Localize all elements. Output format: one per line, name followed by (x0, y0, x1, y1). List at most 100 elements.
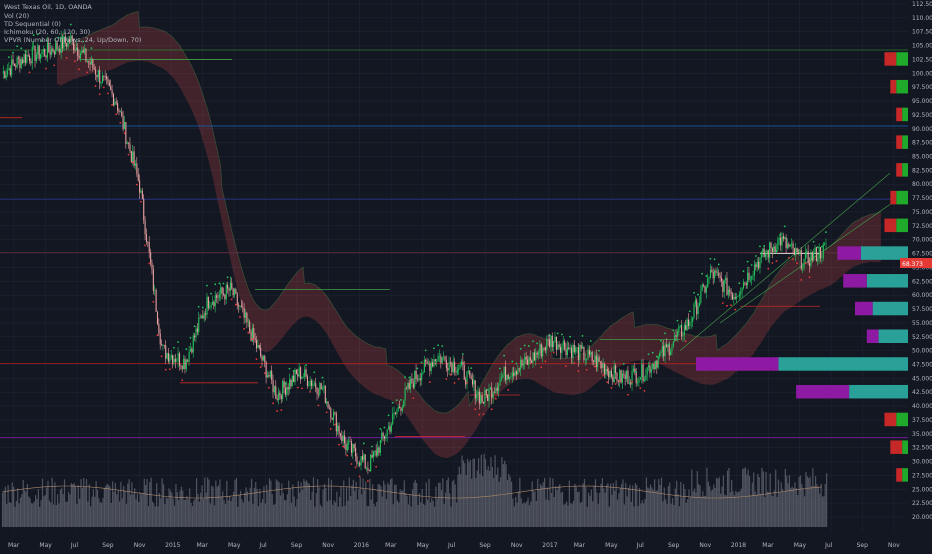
volume-bar (526, 501, 528, 527)
volume-bar (140, 494, 143, 527)
volume-bars (1, 453, 828, 527)
td-mark (511, 360, 514, 363)
volume-bar (688, 489, 690, 527)
volume-bar (162, 484, 165, 527)
candle-body (128, 142, 130, 144)
candle-body (667, 344, 669, 347)
volume-bar (231, 497, 233, 527)
td-mark (98, 93, 101, 96)
td-mark (523, 344, 526, 347)
volume-bar (263, 486, 265, 527)
time-tick-label: May (228, 542, 241, 549)
volume-bar (62, 494, 64, 527)
candle-body (247, 321, 249, 323)
volume-bar (621, 483, 623, 527)
candle-body (610, 370, 613, 377)
volume-bar (482, 476, 484, 527)
candle-body (97, 70, 99, 78)
candle-body (355, 448, 357, 457)
candle-body (474, 380, 476, 399)
volume-bar (292, 484, 294, 527)
volume-bar (691, 469, 693, 527)
td-mark (499, 367, 501, 370)
candle-body (591, 352, 593, 361)
price-tick-label: 85.000 (912, 154, 932, 161)
volume-bar (813, 485, 815, 527)
vpvr-up-bar (778, 357, 908, 371)
candle-body (631, 371, 633, 385)
volume-bar (147, 505, 150, 527)
volume-bar (666, 503, 668, 527)
volume-bar (623, 504, 625, 527)
candle-body (502, 375, 504, 378)
candle-body (470, 375, 472, 380)
td-mark (24, 50, 27, 53)
volume-bar (15, 500, 17, 527)
td-mark (684, 340, 687, 343)
candle-body (319, 383, 321, 395)
volume-bar (695, 492, 697, 527)
volume-bar (577, 492, 579, 527)
candle-body (814, 247, 816, 253)
volume-bar (549, 477, 551, 527)
volume-bar (340, 486, 342, 527)
td-mark (540, 366, 543, 369)
volume-bar (755, 494, 758, 527)
volume-bar (272, 504, 275, 527)
volume-bar (351, 485, 353, 527)
candle-body (352, 444, 354, 453)
candle-body (249, 321, 251, 332)
volume-bar (235, 478, 238, 527)
legend-indicator-volume: Vol (20) (4, 12, 29, 20)
td-mark (346, 454, 349, 457)
candle-body (520, 359, 522, 370)
td-mark (754, 255, 757, 257)
td-mark (243, 327, 246, 330)
candle-body (133, 151, 135, 166)
td-mark (395, 399, 398, 402)
candle-body (630, 382, 632, 385)
candle-body (740, 291, 742, 295)
volume-bar (680, 482, 682, 527)
time-tick-label: Mar (385, 542, 397, 549)
candle-body (334, 412, 336, 414)
candle-body (383, 436, 386, 439)
candle-body (172, 355, 174, 364)
time-axis[interactable]: Mar May Jul Sep Nov 2015 Mar May Jul Sep Nov 2016 Ma… (8, 542, 900, 549)
volume-bar (746, 474, 748, 527)
candle-body (414, 370, 416, 388)
price-tick-label: 62.500 (912, 278, 932, 285)
candle-body (738, 294, 740, 296)
td-mark (16, 45, 19, 48)
candle-body (487, 394, 489, 401)
candle-body (213, 302, 215, 307)
grid (0, 0, 908, 532)
candle-body (5, 74, 7, 79)
price-tick-label: 50.000 (912, 348, 932, 355)
candle-body (515, 371, 518, 375)
time-tick-label: Jul (447, 542, 456, 549)
candle-body (24, 54, 26, 63)
volume-bar (318, 487, 320, 527)
td-mark (738, 282, 741, 285)
volume-bar (599, 492, 601, 527)
td-mark (234, 303, 237, 306)
volume-bar (491, 466, 493, 527)
candle-body (370, 454, 372, 472)
volume-bar (718, 477, 720, 527)
td-mark (721, 302, 724, 305)
td-mark (309, 390, 312, 393)
td-mark (742, 270, 745, 273)
candle-body (465, 379, 467, 385)
volume-bar (604, 492, 606, 527)
candle-body (388, 426, 390, 430)
time-tick-label: Mar (574, 542, 586, 549)
candle-body (196, 328, 198, 333)
candle-body (253, 328, 255, 339)
td-mark (602, 373, 605, 376)
candle-body (275, 386, 277, 399)
candle-body (73, 39, 75, 50)
candle-body (709, 269, 712, 278)
